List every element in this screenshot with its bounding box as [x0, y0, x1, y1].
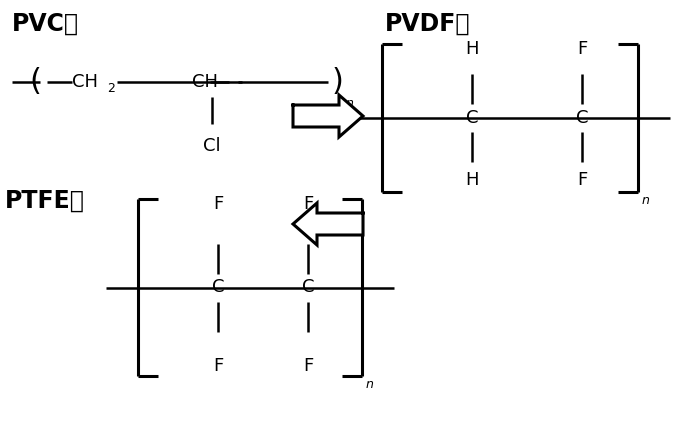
Text: F: F [303, 357, 313, 375]
Text: 2: 2 [107, 82, 115, 95]
Text: PTFE：: PTFE： [5, 189, 85, 213]
Text: H: H [466, 40, 479, 58]
Text: C: C [575, 109, 588, 127]
Text: Cl: Cl [203, 137, 220, 155]
Text: CH: CH [72, 73, 98, 91]
Text: n: n [642, 194, 650, 207]
Text: C: C [212, 279, 224, 296]
Text: H: H [466, 171, 479, 189]
Text: F: F [577, 171, 587, 189]
Text: F: F [303, 195, 313, 213]
Text: F: F [213, 357, 223, 375]
Text: n: n [366, 378, 374, 391]
Polygon shape [293, 95, 363, 137]
Text: PVDF：: PVDF： [385, 12, 470, 36]
Polygon shape [293, 203, 363, 245]
Text: C: C [466, 109, 478, 127]
Text: ): ) [332, 68, 344, 96]
Text: n: n [346, 97, 354, 110]
Text: F: F [213, 195, 223, 213]
Text: (: ( [29, 68, 41, 96]
Text: C: C [302, 279, 314, 296]
Text: PVC：: PVC： [12, 12, 79, 36]
Text: CH: CH [192, 73, 218, 91]
Text: F: F [577, 40, 587, 58]
